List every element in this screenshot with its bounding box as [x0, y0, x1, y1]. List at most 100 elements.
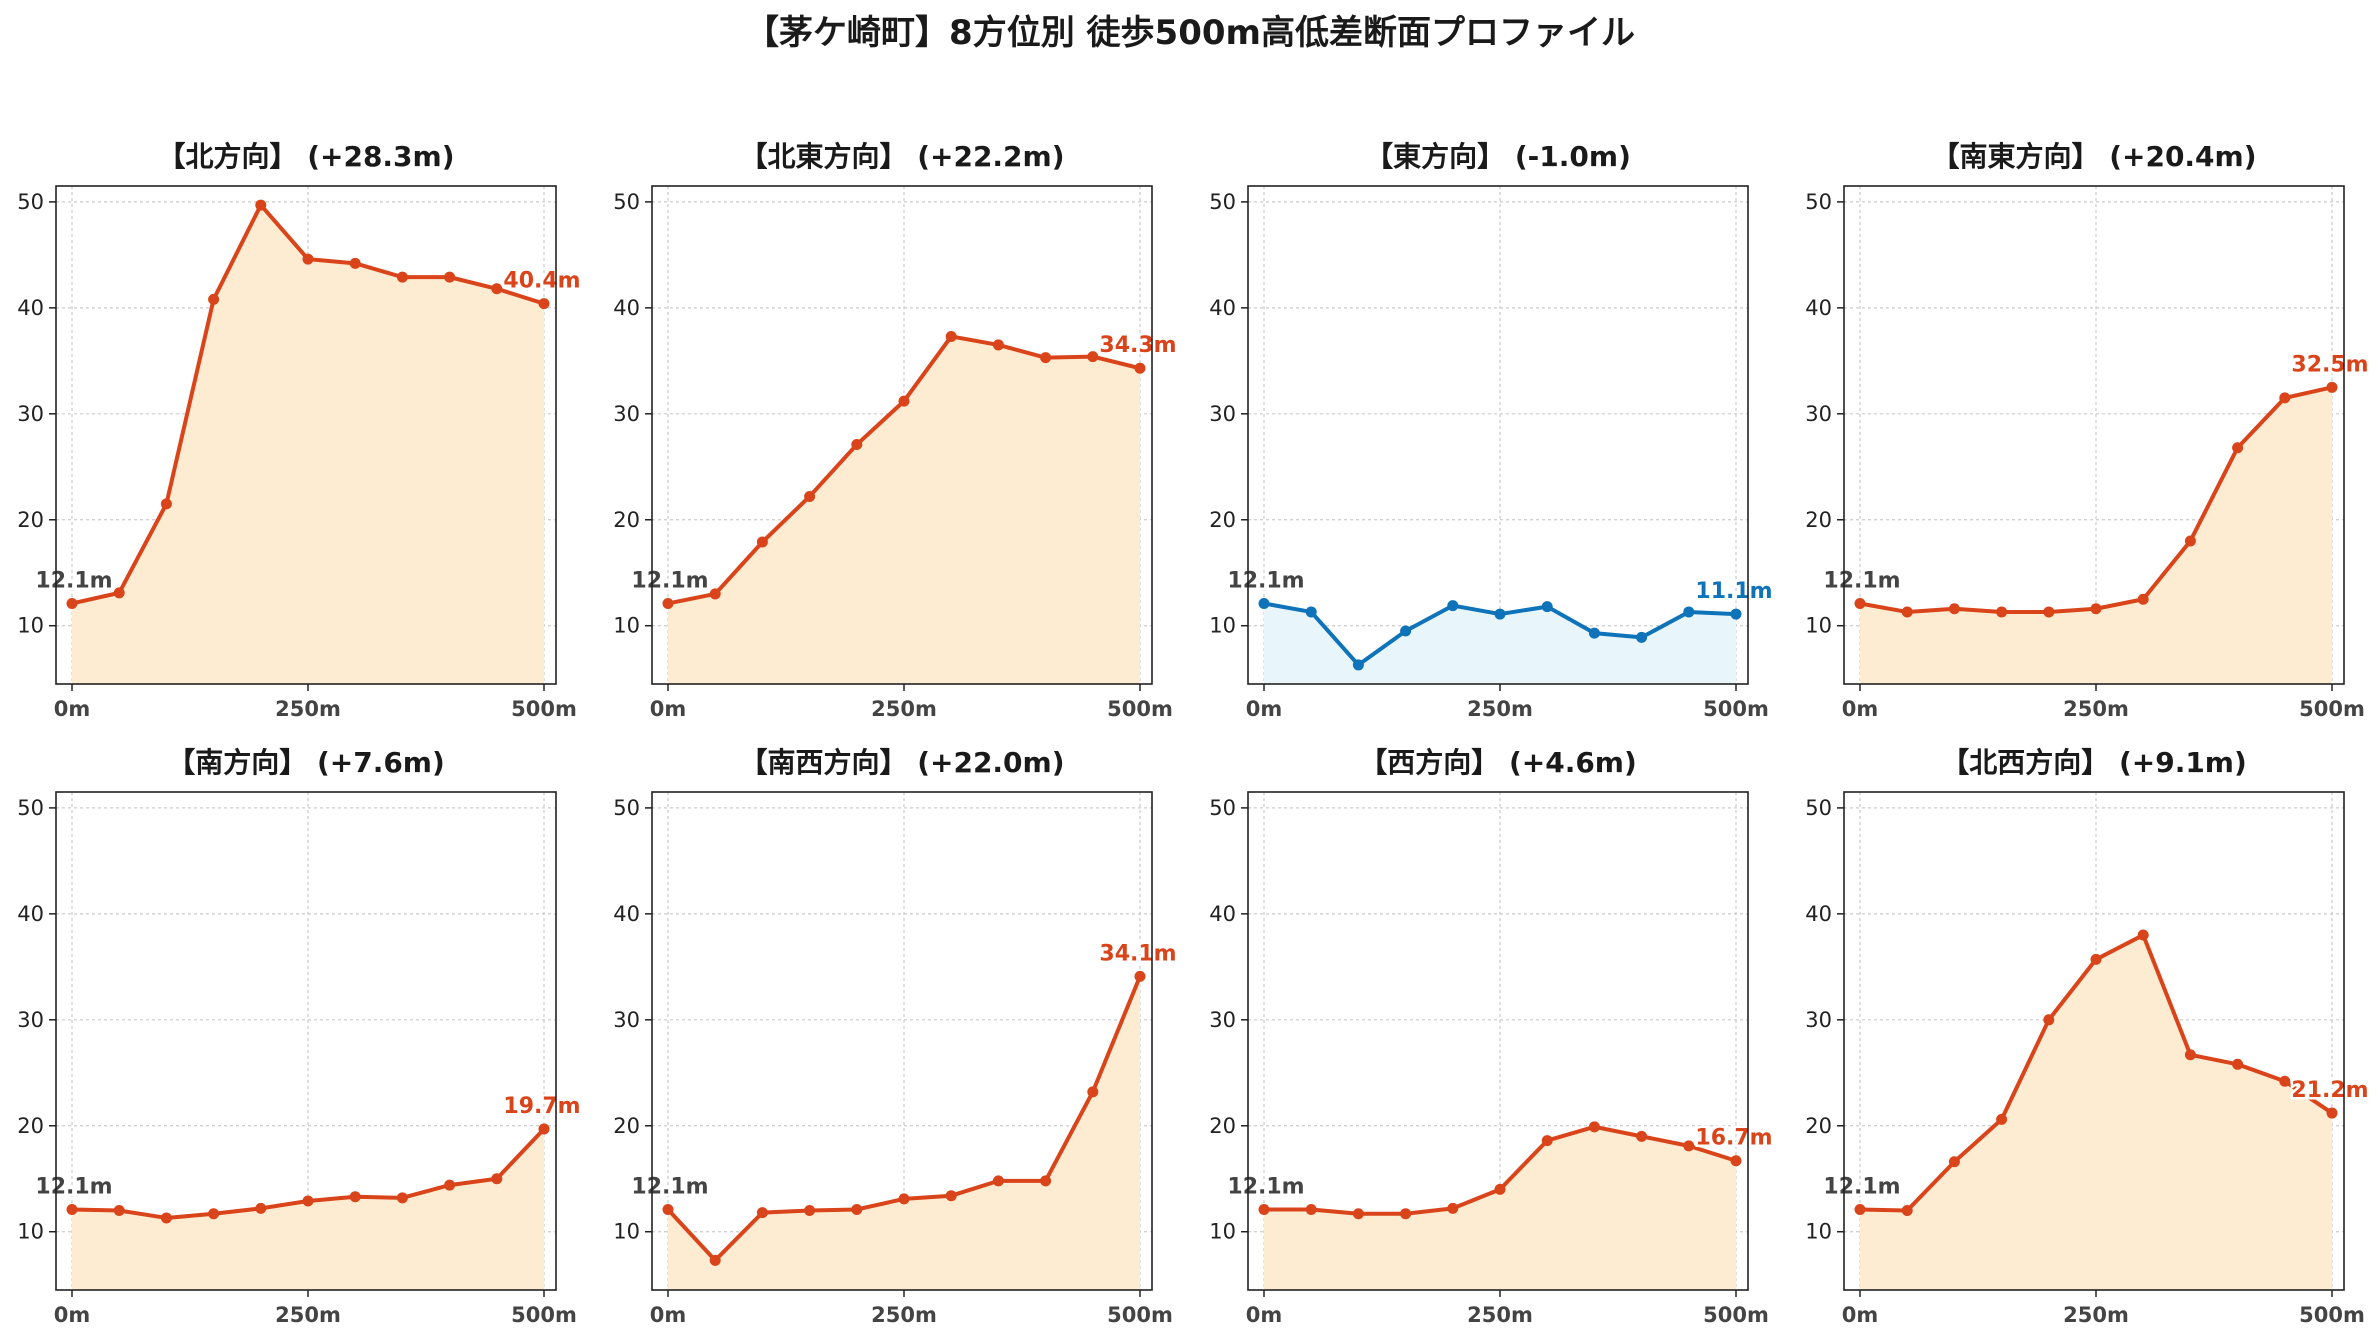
- data-point: [2279, 392, 2291, 404]
- data-point: [113, 587, 125, 599]
- data-point: [538, 298, 550, 310]
- data-point: [66, 1203, 78, 1215]
- data-point: [851, 1203, 863, 1215]
- data-point: [1730, 608, 1742, 620]
- data-point: [2326, 1107, 2338, 1119]
- x-tick-label: 0m: [650, 1303, 687, 1327]
- data-point: [1996, 1113, 2008, 1125]
- data-point: [804, 490, 816, 502]
- plot-frame: [1247, 791, 1749, 1291]
- data-point: [444, 271, 456, 283]
- y-tick-label: 30: [1805, 1008, 1832, 1032]
- x-tick-label: 0m: [1842, 1303, 1879, 1327]
- y-tick-label: 10: [1209, 1220, 1236, 1244]
- data-point: [2043, 1014, 2055, 1026]
- x-tick-label: 0m: [1246, 697, 1283, 721]
- x-tick-label: 250m: [871, 697, 937, 721]
- data-point: [1854, 1203, 1866, 1215]
- area-fill: [1860, 935, 2332, 1290]
- y-tick-label: 30: [1209, 1008, 1236, 1032]
- y-tick-label: 10: [17, 1220, 44, 1244]
- end-label: 32.5m: [2291, 352, 2368, 377]
- data-point: [709, 588, 721, 600]
- y-tick-label: 50: [613, 796, 640, 820]
- plot-frame: [55, 791, 557, 1291]
- data-point: [1134, 970, 1146, 982]
- data-point: [898, 395, 910, 407]
- start-label: 12.1m: [1823, 568, 1900, 593]
- data-point: [851, 439, 863, 451]
- y-tick-label: 30: [17, 1008, 44, 1032]
- data-point: [756, 536, 768, 548]
- y-tick-label: 10: [613, 614, 640, 638]
- area-fill: [1264, 603, 1736, 684]
- data-point: [255, 199, 267, 211]
- panel-title: 【南西方向】 (+22.0m): [739, 746, 1064, 779]
- data-point: [1730, 1155, 1742, 1167]
- y-tick-label: 30: [1209, 402, 1236, 426]
- end-label: 34.1m: [1099, 941, 1176, 966]
- x-tick-label: 250m: [2063, 1303, 2129, 1327]
- y-tick-label: 30: [1805, 402, 1832, 426]
- data-point: [1901, 606, 1913, 618]
- y-tick-label: 10: [1209, 614, 1236, 638]
- data-point: [1447, 600, 1459, 612]
- area-fill: [72, 1128, 544, 1290]
- start-label: 12.1m: [1227, 1174, 1304, 1199]
- data-point: [1305, 1203, 1317, 1215]
- data-point: [1683, 1140, 1695, 1152]
- y-tick-label: 40: [17, 902, 44, 926]
- x-tick-label: 0m: [1842, 697, 1879, 721]
- y-tick-label: 20: [613, 1114, 640, 1138]
- x-tick-label: 250m: [1467, 697, 1533, 721]
- x-tick-label: 0m: [650, 697, 687, 721]
- y-tick-label: 50: [1805, 190, 1832, 214]
- data-point: [538, 1123, 550, 1135]
- data-point: [255, 1202, 267, 1214]
- x-tick-label: 250m: [2063, 697, 2129, 721]
- data-point: [113, 1205, 125, 1217]
- y-tick-label: 40: [1209, 902, 1236, 926]
- data-point: [302, 253, 314, 265]
- data-point: [1087, 1086, 1099, 1098]
- end-label: 34.3m: [1099, 333, 1176, 358]
- y-tick-label: 30: [17, 402, 44, 426]
- panel-title: 【南方向】 (+7.6m): [167, 746, 445, 779]
- y-tick-label: 50: [613, 190, 640, 214]
- data-point: [1494, 608, 1506, 620]
- data-point: [662, 597, 674, 609]
- data-point: [1400, 625, 1412, 637]
- panel-title: 【北西方向】 (+9.1m): [1941, 746, 2247, 779]
- end-label: 16.7m: [1695, 1126, 1772, 1151]
- x-tick-label: 500m: [1703, 697, 1769, 721]
- x-tick-label: 0m: [54, 1303, 91, 1327]
- y-tick-label: 40: [613, 902, 640, 926]
- panel-title: 【北東方向】 (+22.2m): [739, 140, 1064, 173]
- plot-frame: [651, 185, 1153, 685]
- data-point: [2090, 603, 2102, 615]
- plot-frame: [1247, 185, 1749, 685]
- data-point: [1040, 352, 1052, 364]
- data-point: [2279, 1075, 2291, 1087]
- y-tick-label: 30: [613, 1008, 640, 1032]
- y-tick-label: 50: [1209, 796, 1236, 820]
- data-point: [349, 257, 361, 269]
- y-tick-label: 20: [1209, 1114, 1236, 1138]
- data-point: [208, 293, 220, 305]
- start-label: 12.1m: [1823, 1174, 1900, 1199]
- y-tick-label: 20: [17, 1114, 44, 1138]
- data-point: [2232, 1058, 2244, 1070]
- data-point: [1948, 603, 1960, 615]
- data-point: [945, 1190, 957, 1202]
- data-point: [1305, 606, 1317, 618]
- y-tick-label: 40: [1209, 296, 1236, 320]
- x-tick-label: 500m: [511, 1303, 577, 1327]
- data-point: [2043, 606, 2055, 618]
- data-point: [396, 1192, 408, 1204]
- area-fill: [1860, 387, 2332, 684]
- panel-title: 【北方向】 (+28.3m): [157, 140, 454, 173]
